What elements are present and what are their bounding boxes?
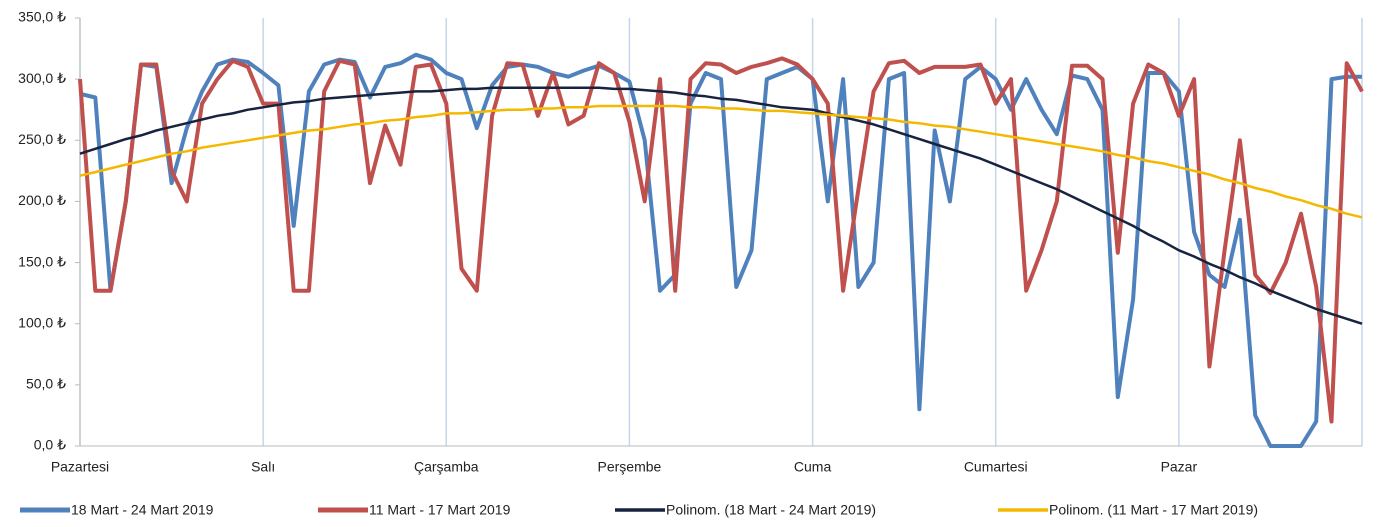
series-line [79,104,1363,219]
x-tick-label: Cumartesi [964,459,1028,475]
y-tick-label: 0,0 ₺ [34,437,66,453]
x-tick-label: Pazartesi [51,459,109,475]
y-tick-label: 100,0 ₺ [18,314,66,330]
series-line [78,56,1364,424]
x-tick-label: Salı [251,459,275,475]
y-tick-label: 50,0 ₺ [26,376,66,392]
y-tick-label: 250,0 ₺ [18,131,66,147]
y-tick-label: 350,0 ₺ [18,9,66,25]
y-tick-label: 150,0 ₺ [18,253,66,269]
legend-label: Polinom. (18 Mart - 24 Mart 2019) [666,502,876,518]
x-tick-label: Pazar [1161,459,1198,475]
legend-label: 18 Mart - 24 Mart 2019 [71,502,214,518]
series-line [79,86,1363,325]
x-tick-label: Çarşamba [414,459,479,475]
legend-label: Polinom. (11 Mart - 17 Mart 2019) [1049,502,1258,518]
x-tick-label: Perşembe [598,459,662,475]
legend-label: 11 Mart - 17 Mart 2019 [369,502,511,518]
y-tick-label: 200,0 ₺ [18,192,66,208]
y-tick-label: 300,0 ₺ [18,70,66,86]
x-tick-label: Cuma [794,459,832,475]
series-line [79,52,1362,448]
